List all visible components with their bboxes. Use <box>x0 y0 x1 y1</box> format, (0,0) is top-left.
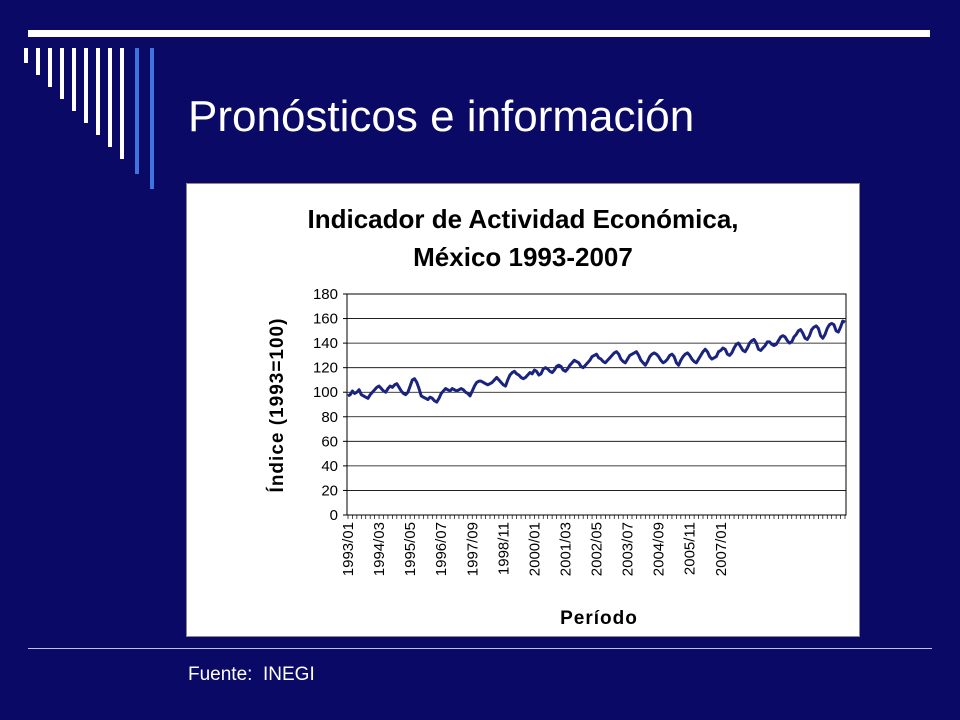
x-tick-label: 1995/05 <box>402 522 419 576</box>
decorative-bar <box>48 48 52 87</box>
x-tick-label: 2004/09 <box>651 522 668 576</box>
decorative-bar <box>135 48 139 174</box>
y-tick-label: 100 <box>313 384 338 401</box>
decorative-bar <box>108 48 112 147</box>
x-tick-label: 2001/03 <box>557 522 574 576</box>
slide-title: Pronósticos e información <box>188 92 695 141</box>
plot-area <box>346 293 847 516</box>
chart-area: Indicador de Actividad Económica, México… <box>186 183 860 637</box>
y-tick-label: 80 <box>321 409 338 426</box>
line-chart: Indicador de Actividad Económica, México… <box>266 204 847 629</box>
decorative-bar <box>72 48 76 111</box>
x-tick-label: 2005/11 <box>682 522 699 575</box>
x-tick-label: 1993/01 <box>340 522 357 576</box>
decorative-bar <box>150 48 154 189</box>
x-axis-title: Período <box>560 608 638 629</box>
x-tick-label: 1997/09 <box>464 522 481 576</box>
x-tick-label: 1994/03 <box>371 522 388 576</box>
y-tick-label: 160 <box>313 311 338 328</box>
chart-title-line-1: Indicador de Actividad Económica, <box>307 204 738 234</box>
decorative-bar <box>84 48 88 123</box>
decorative-bar <box>96 48 100 135</box>
x-tick-label: 2003/07 <box>620 522 637 576</box>
y-tick-label: 20 <box>321 482 338 499</box>
y-tick-label: 0 <box>330 507 338 524</box>
decorative-bar <box>60 48 64 99</box>
x-tick-label: 2007/01 <box>713 522 730 576</box>
decorative-bar <box>24 48 28 63</box>
y-tick-label: 120 <box>313 360 338 377</box>
decorative-bar <box>120 48 124 159</box>
x-tick-label: 1998/11 <box>495 522 512 575</box>
series-line <box>347 319 846 404</box>
y-tick-label: 180 <box>313 286 338 303</box>
x-tick-label: 2002/05 <box>589 522 606 576</box>
x-tick-label: 2000/01 <box>526 522 543 576</box>
top-rule <box>28 30 930 37</box>
bottom-rule <box>28 648 932 649</box>
y-axis-title: Índice (1993=100) <box>266 318 288 493</box>
y-tick-label: 140 <box>313 335 338 352</box>
y-tick-label: 40 <box>321 458 338 475</box>
y-tick-label: 60 <box>321 433 338 450</box>
x-tick-label: 1996/07 <box>433 522 450 576</box>
chart-title-line-2: México 1993-2007 <box>413 242 633 272</box>
decorative-bar <box>36 48 40 75</box>
source-note: Fuente: INEGI <box>188 664 315 685</box>
